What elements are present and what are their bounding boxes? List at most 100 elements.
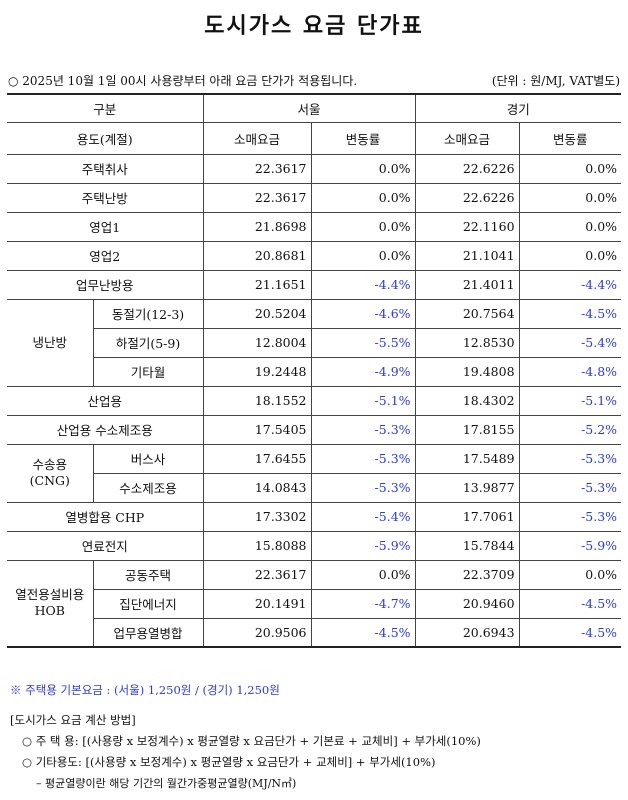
gyeonggi-change: 0.0% (518, 211, 622, 242)
usage-label: 업무난방용 (7, 269, 204, 300)
seoul-price: 15.8088 (202, 530, 312, 561)
seoul-price: 20.8681 (202, 240, 312, 271)
header-seoul-retail: 소매요금 (202, 121, 312, 155)
seoul-change: 0.0% (310, 559, 416, 590)
seoul-price: 17.6455 (202, 443, 312, 474)
gyeonggi-price: 21.4011 (414, 269, 520, 300)
seoul-change: 0.0% (310, 211, 416, 242)
gyeonggi-change: -5.2% (518, 414, 622, 445)
gyeonggi-change: 0.0% (518, 153, 622, 184)
table-row: 영업2 20.8681 0.0% 21.1041 0.0% (7, 240, 622, 271)
header-gyeonggi-change: 변동률 (518, 121, 622, 155)
header-usage: 용도(계절) (7, 121, 204, 155)
usage-label: 연료전지 (7, 530, 204, 561)
gyeonggi-change: -4.5% (518, 588, 622, 619)
gyeonggi-price: 22.6226 (414, 182, 520, 213)
seoul-price: 20.5204 (202, 298, 312, 329)
table-row: 열병합용 CHP 17.3302 -5.4% 17.7061 -5.3% (7, 501, 622, 532)
seoul-change: -5.4% (310, 501, 416, 532)
usage-sub-label: 하절기(5-9) (93, 327, 204, 358)
gyeonggi-price: 22.6226 (414, 153, 520, 184)
seoul-price: 12.8004 (202, 327, 312, 358)
gyeonggi-change: -4.4% (518, 269, 622, 300)
header-seoul-change: 변동률 (310, 121, 416, 155)
gyeonggi-price: 20.6943 (414, 617, 520, 648)
usage-group-label: 열전용설비용 HOB (7, 559, 94, 648)
seoul-change: -5.3% (310, 414, 416, 445)
seoul-change: -5.1% (310, 385, 416, 416)
table-row: 냉난방 동절기(12-3) 20.5204 -4.6% 20.7564 -4.5% (7, 298, 622, 387)
usage-sub-label: 공동주택 (92, 559, 204, 590)
gyeonggi-price: 20.9460 (414, 588, 520, 619)
gyeonggi-change: -4.5% (518, 617, 622, 648)
seoul-change: -4.6% (310, 298, 416, 329)
table-row: 수송용 (CNG) 버스사 17.6455 -5.3% 17.5489 -5.3% (7, 443, 622, 503)
gyeonggi-price: 18.4302 (414, 385, 520, 416)
usage-label: 산업용 (7, 385, 204, 416)
usage-label: 영업2 (7, 240, 204, 271)
rate-table: 구분 서울 경기 용도(계절) 소매요금 변동률 소매요금 변동률 주택취사 22… (7, 93, 622, 648)
table-row: 하절기(5-9) 12.8004 -5.5% 12.8530 -5.4% (7, 327, 622, 358)
effective-date-notice: ○ 2025년 10월 1일 00시 사용량부터 아래 요금 단가가 적용됩니다… (8, 74, 358, 88)
table-row: 영업1 21.8698 0.0% 22.1160 0.0% (7, 211, 622, 242)
seoul-price: 20.1491 (202, 588, 312, 619)
seoul-price: 21.8698 (202, 211, 312, 242)
gyeonggi-change: -4.5% (518, 298, 622, 329)
seoul-change: -4.7% (310, 588, 416, 619)
usage-sub-label: 버스사 (92, 443, 204, 474)
seoul-price: 17.5405 (202, 414, 312, 445)
method-heading: [도시가스 요금 계산 방법] (10, 713, 136, 727)
gyeonggi-change: -5.9% (518, 530, 622, 561)
seoul-price: 21.1651 (202, 269, 312, 300)
gyeonggi-change: 0.0% (518, 559, 622, 590)
table-row: 주택취사 22.3617 0.0% 22.6226 0.0% (7, 153, 622, 184)
header-gyeonggi-retail: 소매요금 (414, 121, 520, 155)
usage-label: 산업용 수소제조용 (7, 414, 204, 445)
table-row: 기타월 19.2448 -4.9% 19.4808 -4.8% (7, 356, 622, 387)
table-row: 연료전지 15.8088 -5.9% 15.7844 -5.9% (7, 530, 622, 561)
table-row: 주택난방 22.3617 0.0% 22.6226 0.0% (7, 182, 622, 213)
seoul-change: -5.3% (310, 443, 416, 474)
seoul-change: 0.0% (310, 240, 416, 271)
seoul-change: 0.0% (310, 153, 416, 184)
seoul-price: 20.9506 (202, 617, 312, 648)
table-row: 열전용설비용 HOB 공동주택 22.3617 0.0% 22.3709 0.0% (7, 559, 622, 648)
seoul-change: -4.4% (310, 269, 416, 300)
gyeonggi-price: 20.7564 (414, 298, 520, 329)
page-title: 도시가스 요금 단가표 (204, 13, 424, 39)
unit-label: (단위 : 원/MJ, VAT별도) (491, 74, 620, 88)
seoul-change: -5.9% (310, 530, 416, 561)
seoul-price: 17.3302 (202, 501, 312, 532)
usage-sub-label: 수소제조용 (93, 472, 204, 503)
seoul-change: -4.5% (310, 617, 416, 648)
table-row: 산업용 수소제조용 17.5405 -5.3% 17.8155 -5.2% (7, 414, 622, 445)
gyeonggi-price: 13.9877 (414, 472, 520, 503)
header-row-region: 구분 서울 경기 (7, 93, 622, 123)
gyeonggi-change: -5.1% (518, 385, 622, 416)
gyeonggi-price: 17.7061 (414, 501, 520, 532)
table-row: 집단에너지 20.1491 -4.7% 20.9460 -4.5% (7, 588, 622, 619)
gyeonggi-change: 0.0% (518, 240, 622, 271)
usage-label: 주택취사 (7, 153, 204, 184)
seoul-change: 0.0% (310, 182, 416, 213)
gyeonggi-price: 22.3709 (414, 559, 520, 590)
seoul-price: 18.1552 (202, 385, 312, 416)
seoul-change: -5.5% (310, 327, 416, 358)
gyeonggi-change: -4.8% (518, 356, 622, 387)
gyeonggi-change: -5.3% (518, 443, 622, 474)
calculation-method: [도시가스 요금 계산 방법] ○ 주 택 용: [(사용량 x 보정계수) x… (10, 710, 481, 794)
usage-sub-label: 기타월 (93, 356, 204, 387)
usage-label: 영업1 (7, 211, 204, 242)
gyeonggi-price: 12.8530 (414, 327, 520, 358)
table-row: 산업용 18.1552 -5.1% 18.4302 -5.1% (7, 385, 622, 416)
table-row: 업무난방용 21.1651 -4.4% 21.4011 -4.4% (7, 269, 622, 300)
gyeonggi-price: 17.5489 (414, 443, 520, 474)
table-row: 수소제조용 14.0843 -5.3% 13.9877 -5.3% (7, 472, 622, 503)
seoul-price: 22.3617 (202, 559, 312, 590)
gyeonggi-change: 0.0% (518, 182, 622, 213)
method-other: ○ 기타용도: [(사용량 x 보정계수) x 평균열량 x 요금단가 + 교체… (22, 755, 436, 769)
gyeonggi-price: 17.8155 (414, 414, 520, 445)
method-footnote: – 평균열량이란 해당 기간의 월간가중평균열량(MJ/N㎥) (36, 777, 297, 790)
header-row-columns: 용도(계절) 소매요금 변동률 소매요금 변동률 (7, 121, 622, 155)
usage-sub-label: 업무용열병합 (93, 617, 204, 648)
